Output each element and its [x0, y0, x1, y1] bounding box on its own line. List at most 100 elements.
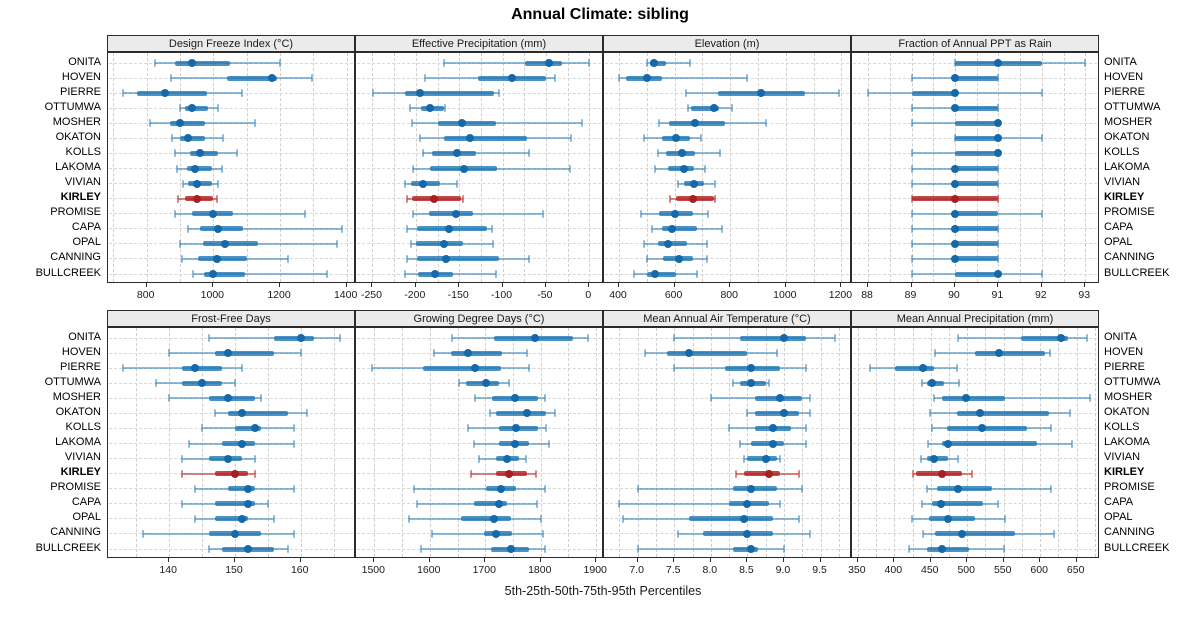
whisker-cap-5th — [910, 514, 913, 523]
whisker-cap-5th — [194, 484, 197, 493]
axis-tick-label: 140 — [159, 564, 177, 576]
whisker-cap-5th — [728, 424, 731, 433]
percentile-bar-25-75 — [215, 501, 255, 507]
axis-tick — [145, 283, 147, 287]
station-label-right-mosher: MOSHER — [1104, 115, 1153, 128]
whisker-cap-95th — [719, 149, 722, 158]
whisker-cap-5th — [469, 469, 472, 478]
percentile-whisker-5-95 — [619, 77, 747, 80]
axis-tick — [709, 558, 711, 562]
median-dot — [953, 484, 962, 493]
row-guide-line — [357, 107, 601, 109]
panel-plot-fraction-of-annual-ppt-as-rain — [851, 52, 1099, 283]
axis-tick-label: -150 — [447, 289, 469, 301]
whisker-cap-5th — [409, 239, 412, 248]
grid-line-vertical — [894, 328, 896, 557]
axis-tick — [893, 558, 895, 562]
grid-line-vertical — [146, 53, 148, 282]
axis-tick-label: 450 — [921, 564, 939, 576]
percentile-bar-25-75 — [954, 120, 999, 126]
axis-tick — [428, 558, 430, 562]
station-label-left-mosher: MOSHER — [52, 390, 101, 403]
median-dot — [950, 179, 959, 188]
percentile-bar-25-75 — [657, 241, 688, 247]
percentile-bar-25-75 — [954, 181, 999, 187]
axis-tick-label: 1500 — [361, 564, 385, 576]
percentile-bar-25-75 — [649, 60, 667, 66]
median-dot — [950, 224, 959, 233]
percentile-bar-25-75 — [954, 226, 999, 232]
median-dot — [976, 409, 985, 418]
whisker-cap-5th — [406, 194, 409, 203]
axis-tick-label: 1400 — [333, 289, 358, 301]
station-label-right-canning: CANNING — [1104, 251, 1155, 264]
median-dot — [531, 334, 540, 342]
whisker-cap-5th — [207, 545, 210, 553]
whisker-cap-5th — [154, 59, 156, 67]
axis-tick-label: 1900 — [583, 564, 607, 576]
percentile-whisker-5-95 — [175, 212, 305, 215]
median-dot — [464, 349, 473, 358]
whisker-cap-95th — [1084, 59, 1087, 67]
whisker-cap-5th — [910, 104, 913, 113]
whisker-cap-5th — [746, 409, 749, 418]
row-guide-line — [109, 183, 353, 185]
whisker-cap-95th — [834, 334, 837, 342]
median-dot — [244, 545, 253, 553]
percentile-bar-25-75 — [204, 271, 245, 277]
grid-line-vertical — [912, 328, 914, 557]
station-label-left-capa: CAPA — [71, 496, 101, 509]
whisker-cap-5th — [406, 224, 409, 233]
whisker-cap-95th — [768, 379, 771, 388]
percentile-bar-25-75 — [495, 410, 547, 416]
axis-tick — [867, 283, 869, 287]
station-label-left-okaton: OKATON — [55, 130, 101, 143]
whisker-cap-95th — [588, 59, 591, 67]
median-dot — [950, 164, 959, 173]
median-dot — [938, 469, 947, 478]
percentile-bar-25-75 — [954, 211, 999, 217]
axis-tick-label: 7.0 — [629, 564, 644, 576]
row-guide-line — [109, 107, 353, 109]
whisker-cap-95th — [808, 394, 811, 403]
figure-title: Annual Climate: sibling — [511, 6, 689, 23]
median-dot — [267, 74, 276, 83]
median-dot — [511, 439, 520, 448]
axis-tick-label: 1200 — [267, 289, 291, 301]
whisker-cap-5th — [408, 104, 411, 113]
median-dot — [642, 74, 651, 83]
percentile-bar-25-75 — [954, 75, 999, 81]
whisker-cap-5th — [658, 119, 661, 128]
whisker-cap-5th — [731, 379, 734, 388]
median-dot — [237, 409, 246, 418]
whisker-cap-5th — [618, 499, 621, 508]
station-label-left-bullcreek: BULLCREEK — [35, 541, 101, 554]
whisker-cap-95th — [1040, 89, 1043, 98]
whisker-cap-5th — [926, 439, 929, 448]
percentile-bar-25-75 — [941, 441, 1038, 446]
median-dot — [768, 439, 777, 448]
percentile-bar-25-75 — [215, 350, 275, 356]
grid-line-vertical — [300, 328, 302, 557]
whisker-cap-95th — [837, 89, 840, 98]
axis-tick-label: 600 — [664, 289, 683, 301]
grid-line-vertical — [820, 328, 822, 557]
row-guide-line — [853, 473, 1097, 475]
whisker-cap-5th — [651, 224, 654, 233]
station-label-right-okaton: OKATON — [1104, 130, 1150, 143]
percentile-bar-25-75 — [180, 135, 205, 141]
axis-tick-label: 400 — [609, 289, 627, 301]
median-dot — [511, 424, 520, 433]
axis-tick-label: 88 — [861, 289, 873, 301]
percentile-bar-25-75 — [185, 105, 209, 111]
whisker-cap-5th — [179, 239, 181, 248]
axis-tick-label: 1000 — [773, 289, 797, 301]
median-dot — [459, 164, 468, 173]
median-dot — [768, 424, 777, 433]
median-dot — [950, 254, 959, 263]
percentile-bar-25-75 — [732, 546, 759, 552]
whisker-cap-5th — [645, 254, 648, 263]
whisker-cap-95th — [997, 194, 1000, 203]
whisker-cap-95th — [997, 239, 1000, 248]
whisker-cap-95th — [688, 59, 691, 67]
